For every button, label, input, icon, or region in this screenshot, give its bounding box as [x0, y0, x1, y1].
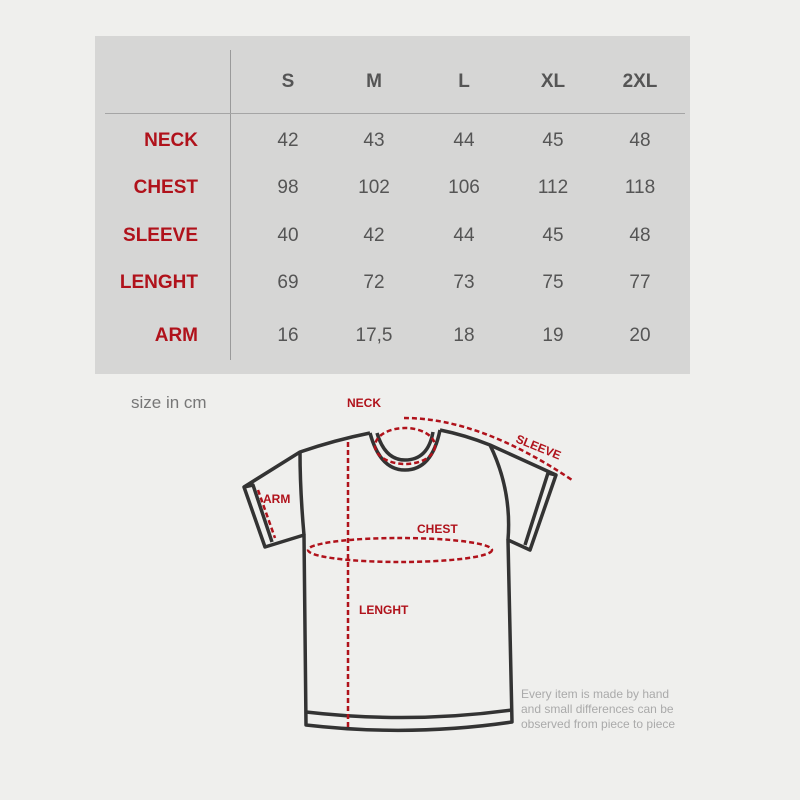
size-header: XL [540, 71, 566, 92]
table-cell: 19 [542, 325, 564, 346]
size-header: M [366, 71, 382, 92]
disclaimer-line: Every item is made by hand [521, 687, 670, 701]
table-cell: 42 [277, 130, 299, 151]
handmade-disclaimer: Every item is made by hand and small dif… [521, 687, 675, 732]
table-cell: 42 [363, 225, 385, 246]
table-cell: 73 [453, 272, 475, 293]
row-label: NECK [144, 130, 198, 151]
table-cell: 75 [542, 272, 564, 293]
measure-lines [256, 416, 573, 728]
table-cell: 40 [277, 225, 299, 246]
row-label: CHEST [133, 177, 198, 198]
size-table-panel [95, 36, 690, 374]
arm-label: ARM [263, 492, 290, 506]
table-cell: 20 [629, 325, 651, 346]
table-cell: 45 [542, 130, 564, 151]
table-cell: 77 [629, 272, 651, 293]
chest-label: CHEST [417, 522, 458, 536]
table-cell: 72 [363, 272, 385, 293]
disclaimer-line: observed from piece to piece [521, 717, 676, 731]
size-header: 2XL [622, 71, 658, 92]
table-cell: 48 [629, 225, 651, 246]
neck-label: NECK [347, 396, 381, 410]
size-header: S [281, 71, 295, 92]
table-cell: 98 [277, 177, 299, 198]
table-cell: 43 [363, 130, 385, 151]
tshirt-outline [242, 428, 558, 733]
row-label: LENGHT [119, 272, 198, 293]
table-cell: 17,5 [355, 325, 393, 346]
divider [230, 50, 231, 360]
size-header: L [458, 71, 470, 92]
table-cell: 102 [358, 177, 390, 198]
table-cell: 118 [624, 177, 656, 198]
table-cell: 112 [537, 177, 569, 198]
table-cell: 18 [453, 325, 475, 346]
unit-note: size in cm [131, 393, 207, 412]
table-cell: 44 [453, 225, 475, 246]
row-label: ARM [154, 325, 198, 346]
table-cell: 69 [277, 272, 299, 293]
disclaimer-line: and small differences can be [521, 702, 674, 716]
divider [105, 113, 685, 114]
table-cell: 106 [448, 177, 480, 198]
table-cell: 45 [542, 225, 564, 246]
table-cell: 44 [453, 130, 475, 151]
table-cell: 48 [629, 130, 651, 151]
length-label: LENGHT [359, 603, 409, 617]
table-cell: 16 [277, 325, 299, 346]
row-label: SLEEVE [123, 225, 198, 246]
